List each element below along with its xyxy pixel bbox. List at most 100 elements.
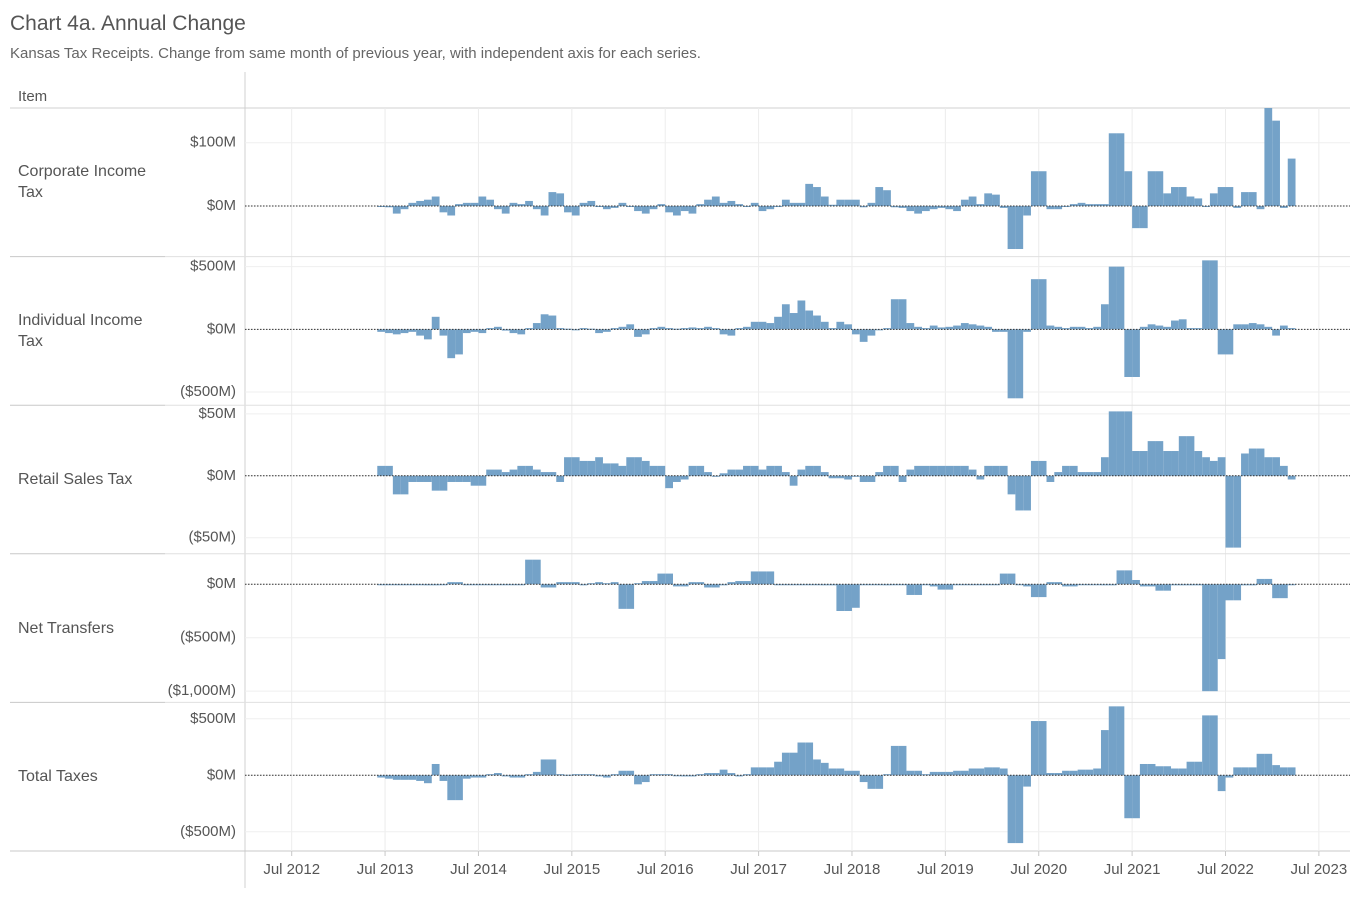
bar — [867, 329, 876, 336]
bar — [1046, 475, 1055, 482]
bar — [836, 584, 845, 611]
bar — [1015, 775, 1024, 844]
bar — [1108, 584, 1117, 586]
bar — [579, 202, 588, 207]
bar — [750, 571, 759, 585]
bar — [1139, 451, 1148, 476]
y-tick-label: $500M — [190, 710, 236, 727]
bar — [1100, 204, 1109, 207]
bar — [976, 768, 985, 776]
bar — [455, 329, 463, 355]
bar — [1038, 721, 1047, 776]
bar — [657, 204, 666, 207]
bar — [836, 768, 845, 776]
bar — [1062, 584, 1070, 587]
bar — [1038, 584, 1047, 598]
bar — [579, 328, 588, 330]
bar — [1007, 475, 1016, 495]
bar — [1264, 753, 1273, 776]
bar — [1038, 279, 1047, 330]
bar — [408, 584, 417, 586]
bar — [1155, 766, 1164, 776]
bar — [1116, 570, 1125, 585]
bar — [820, 196, 829, 207]
bar — [1007, 206, 1016, 250]
bar — [392, 775, 401, 780]
bar — [735, 204, 744, 207]
x-tick-label: Jul 2019 — [917, 861, 974, 878]
bar — [906, 206, 915, 212]
bar — [634, 329, 642, 337]
bar — [1030, 584, 1039, 598]
bar — [431, 316, 440, 330]
y-tick-label: ($500M) — [180, 823, 236, 840]
bar — [1139, 206, 1148, 229]
bar — [1287, 328, 1296, 330]
bar — [595, 329, 603, 334]
bar — [727, 469, 736, 476]
bar — [1163, 451, 1172, 476]
bar — [743, 774, 751, 776]
bar — [416, 475, 424, 482]
bar — [501, 472, 510, 476]
bar — [1202, 260, 1210, 330]
bar — [470, 584, 479, 586]
y-tick-label: $0M — [207, 467, 236, 484]
bar — [797, 742, 806, 776]
bar — [1077, 769, 1086, 776]
bar — [571, 774, 580, 776]
bar — [758, 206, 767, 212]
x-tick-label: Jul 2014 — [450, 861, 507, 878]
bar — [602, 463, 611, 476]
y-tick-label: $0M — [207, 197, 236, 214]
y-tick-label: $100M — [190, 134, 236, 151]
bar — [486, 774, 495, 776]
bar — [750, 321, 759, 330]
bar — [470, 202, 479, 207]
bar — [1209, 260, 1218, 330]
bar — [696, 204, 705, 207]
bar — [416, 200, 424, 207]
bar — [743, 465, 751, 476]
bar — [1264, 326, 1273, 330]
bar — [1272, 329, 1280, 336]
bar — [1124, 411, 1133, 476]
bar — [532, 323, 541, 330]
bar — [914, 326, 923, 330]
bar — [1163, 584, 1172, 591]
bar — [649, 206, 658, 210]
bar — [1202, 584, 1210, 692]
bar — [1241, 453, 1249, 476]
bar — [953, 325, 961, 330]
bar — [400, 329, 409, 334]
bar — [618, 202, 627, 207]
bar — [984, 465, 993, 476]
y-tick-label: $50M — [198, 405, 236, 422]
bar — [1139, 763, 1148, 776]
bar — [408, 202, 417, 207]
bar — [1287, 767, 1296, 776]
bar — [1054, 326, 1063, 330]
bar — [1093, 326, 1101, 330]
bar — [462, 329, 471, 334]
x-tick-label: Jul 2017 — [730, 861, 787, 878]
bar — [922, 584, 930, 586]
bar — [626, 770, 635, 776]
bar — [696, 328, 705, 330]
bar — [960, 323, 969, 330]
bar — [532, 206, 541, 210]
bar — [672, 328, 681, 330]
bar — [665, 774, 673, 776]
bar — [1225, 584, 1234, 601]
bar — [385, 775, 393, 779]
bar — [937, 771, 946, 776]
bar — [564, 457, 572, 476]
bar — [1264, 457, 1273, 476]
bar — [377, 465, 386, 476]
bar — [836, 321, 845, 330]
bar — [1069, 584, 1078, 587]
bar — [672, 775, 681, 777]
bar — [501, 775, 510, 777]
bar — [945, 771, 954, 776]
bar — [937, 327, 946, 330]
